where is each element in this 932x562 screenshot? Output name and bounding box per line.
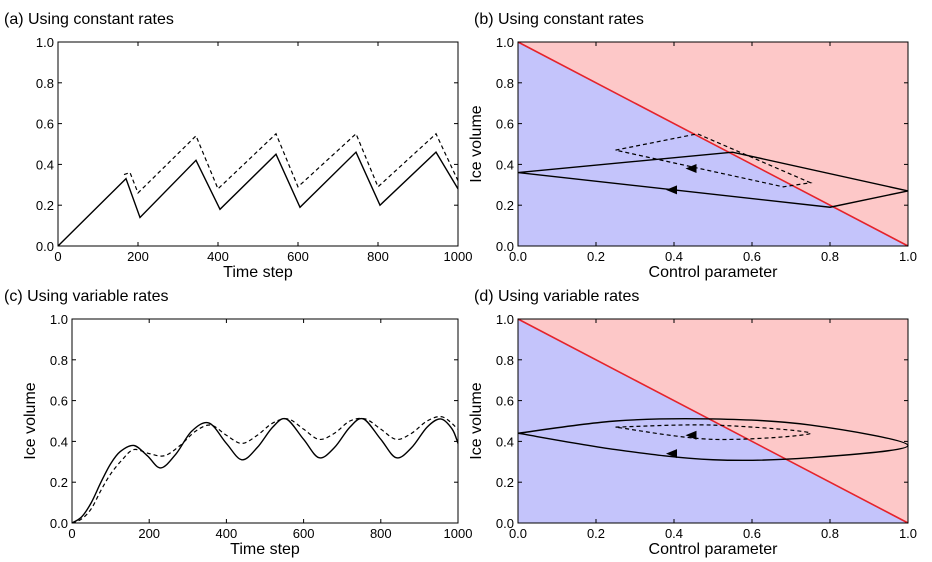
panel-title: (d) Using variable rates xyxy=(474,288,639,305)
y-tick-label: 0.4 xyxy=(496,157,514,172)
x-tick-label: 200 xyxy=(127,249,149,264)
x-tick-label: 800 xyxy=(367,249,389,264)
y-tick-label: 0.0 xyxy=(496,516,514,531)
y-tick-label: 0.2 xyxy=(496,475,514,490)
x-tick-label: 1.0 xyxy=(899,249,917,264)
x-tick-label: 1000 xyxy=(444,526,473,541)
x-tick-label: 0.2 xyxy=(587,526,605,541)
y-axis-label: Ice volume xyxy=(468,105,485,182)
series-dashed xyxy=(615,133,813,188)
series-solid xyxy=(57,150,459,247)
x-tick-label: 0.8 xyxy=(821,526,839,541)
panel-d: (d) Using variable rates 0.0 0.2 0.4 0.6 0.8 1… xyxy=(468,288,917,558)
y-tick-label: 1.0 xyxy=(36,35,54,50)
y-tick-label: 0.2 xyxy=(50,475,68,490)
y-axis-label: Ice volume xyxy=(468,382,485,459)
plot-frame xyxy=(71,318,459,524)
y-tick-label: 0.0 xyxy=(50,516,68,531)
y-tick-label: 0.0 xyxy=(496,239,514,254)
series-dashed xyxy=(71,415,459,524)
y-tick-label: 0.6 xyxy=(496,394,514,409)
panel-b: (b) Using constant rates 0.0 0.2 0.4 0.6 0.8 1… xyxy=(468,11,917,281)
y-axis-label: Ice volume xyxy=(22,382,39,459)
y-tick-label: 0.8 xyxy=(36,76,54,91)
y-tick-label: 1.0 xyxy=(50,312,68,327)
x-tick-label: 0.6 xyxy=(743,526,761,541)
x-tick-label: 400 xyxy=(207,249,229,264)
y-tick-label: 0.4 xyxy=(50,434,68,449)
x-axis-label: Control parameter xyxy=(649,264,779,281)
y-tick-label: 0.4 xyxy=(36,157,54,172)
panel-title: (b) Using constant rates xyxy=(474,11,644,28)
panel-title: (a) Using constant rates xyxy=(4,11,174,28)
x-tick-label: 0 xyxy=(68,526,75,541)
y-tick-label: 1.0 xyxy=(496,312,514,327)
y-tick-label: 0.0 xyxy=(36,239,54,254)
x-tick-label: 1.0 xyxy=(899,526,917,541)
x-tick-label: 400 xyxy=(216,526,238,541)
y-tick-label: 0.6 xyxy=(496,117,514,132)
x-tick-label: 600 xyxy=(287,249,309,264)
panel-title: (c) Using variable rates xyxy=(4,288,169,305)
plot-frame xyxy=(517,318,909,524)
x-tick-label: 0 xyxy=(54,249,61,264)
y-tick-label: 0.2 xyxy=(36,198,54,213)
x-tick-label: 0.8 xyxy=(821,249,839,264)
x-axis-label: Time step xyxy=(223,264,293,281)
direction-arrow xyxy=(685,163,697,173)
panel-c: (c) Using variable rates 0 200 400 600 800 100… xyxy=(4,288,472,558)
plot-frame xyxy=(57,41,459,247)
x-tick-label: 800 xyxy=(370,526,392,541)
series-dashed xyxy=(615,424,812,441)
y-tick-label: 0.2 xyxy=(496,198,514,213)
plot-frame xyxy=(517,41,909,247)
y-tick-label: 0.4 xyxy=(496,434,514,449)
panel-a: (a) Using constant rates 0 200 400 600 800 100… xyxy=(4,11,472,281)
threshold-line xyxy=(517,318,909,524)
x-tick-label: 0.4 xyxy=(665,526,683,541)
y-tick-label: 1.0 xyxy=(496,35,514,50)
direction-arrow xyxy=(666,449,677,459)
x-axis-label: Control parameter xyxy=(649,541,779,558)
y-tick-label: 0.8 xyxy=(496,76,514,91)
direction-arrow xyxy=(685,430,697,440)
y-tick-label: 0.8 xyxy=(50,353,68,368)
x-tick-label: 600 xyxy=(293,526,315,541)
x-tick-label: 1000 xyxy=(444,249,473,264)
x-tick-label: 0.4 xyxy=(665,249,683,264)
x-tick-label: 0.2 xyxy=(587,249,605,264)
series-dashed xyxy=(123,132,459,195)
series-solid xyxy=(71,417,459,524)
x-tick-label: 0.0 xyxy=(509,249,527,264)
x-axis-label: Time step xyxy=(230,541,300,558)
x-tick-label: 0.0 xyxy=(509,526,527,541)
direction-arrow xyxy=(666,185,677,195)
y-tick-label: 0.8 xyxy=(496,353,514,368)
threshold-line xyxy=(517,41,909,247)
x-tick-label: 0.6 xyxy=(743,249,761,264)
x-tick-label: 200 xyxy=(138,526,160,541)
y-tick-label: 0.6 xyxy=(50,394,68,409)
y-tick-label: 0.6 xyxy=(36,117,54,132)
